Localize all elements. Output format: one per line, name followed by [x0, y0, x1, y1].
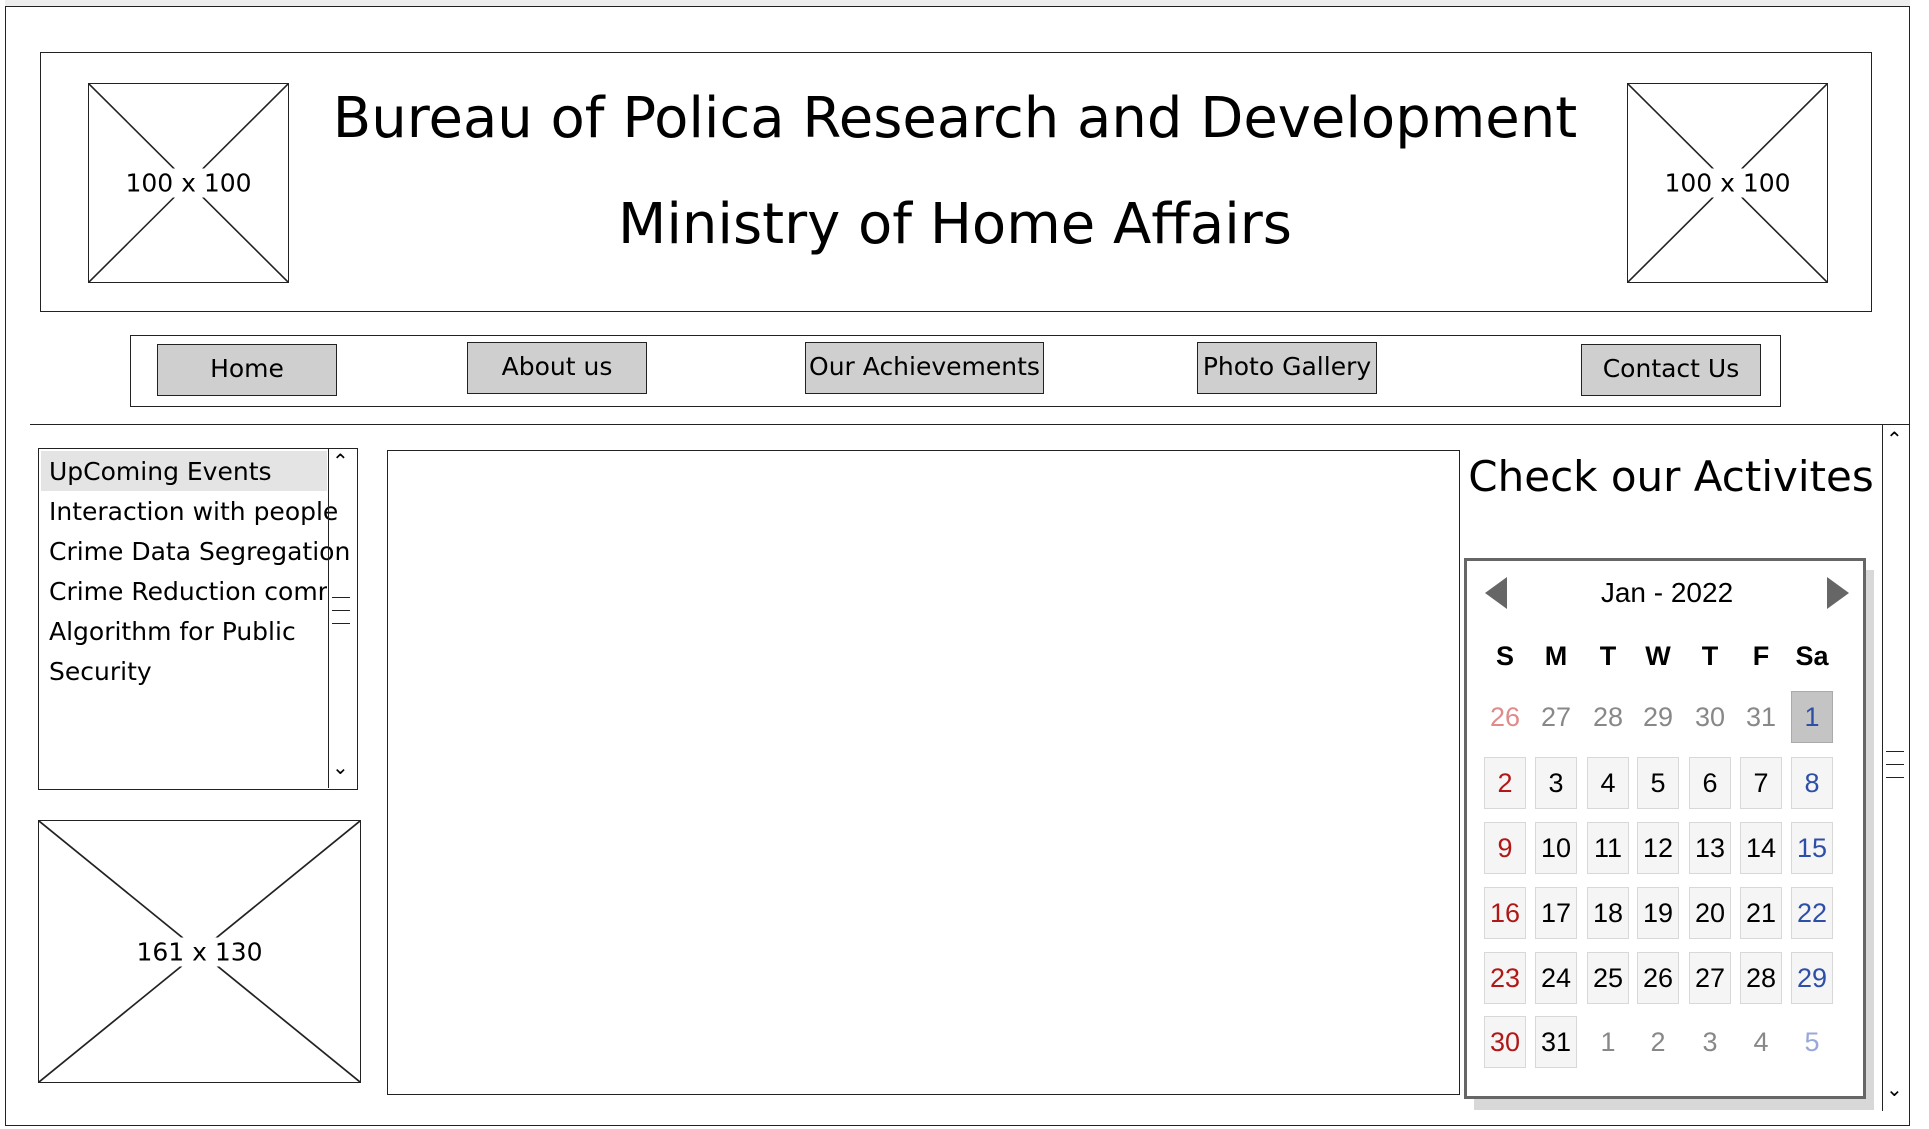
calendar-day[interactable]: 20: [1689, 887, 1731, 939]
calendar-day[interactable]: 1: [1791, 691, 1833, 743]
logo-left-label: 100 x 100: [123, 168, 254, 198]
events-scrollbar[interactable]: ⌃ ⌄: [328, 449, 356, 788]
calendar-day[interactable]: 5: [1637, 757, 1679, 809]
calendar: Jan - 2022 S M T W T F Sa 26 27 28 29 30 31 1 2 3 4 5 6 7 8…: [1464, 558, 1866, 1099]
calendar-day[interactable]: 12: [1637, 822, 1679, 874]
calendar-day[interactable]: 9: [1484, 822, 1526, 874]
events-scroll-down-icon[interactable]: ⌄: [332, 755, 349, 779]
calendar-day[interactable]: 30: [1694, 702, 1726, 732]
calendar-day[interactable]: 27: [1540, 702, 1572, 732]
calendar-day[interactable]: 8: [1791, 757, 1833, 809]
logo-left: 100 x 100: [88, 83, 289, 283]
page-scrollbar[interactable]: ⌃ ⌄: [1882, 425, 1910, 1111]
calendar-day[interactable]: 25: [1587, 952, 1629, 1004]
side-image-placeholder: 161 x 130: [38, 820, 361, 1083]
nav-gallery-button[interactable]: Photo Gallery: [1197, 342, 1377, 394]
calendar-prev-icon[interactable]: [1485, 577, 1507, 609]
calendar-day[interactable]: 23: [1484, 952, 1526, 1004]
side-image-label: 161 x 130: [134, 937, 265, 966]
site-title: Bureau of Polica Research and Developmen…: [332, 86, 1578, 151]
event-item-crime-data[interactable]: Crime Data Segregation: [49, 537, 351, 566]
site-subtitle: Ministry of Home Affairs: [618, 192, 1292, 257]
main-content-area: [387, 450, 1460, 1095]
calendar-day[interactable]: 3: [1535, 757, 1577, 809]
calendar-day[interactable]: 31: [1535, 1016, 1577, 1068]
calendar-day[interactable]: 21: [1740, 887, 1782, 939]
events-list: UpComing Events Interaction with people …: [38, 448, 358, 790]
calendar-day[interactable]: 7: [1740, 757, 1782, 809]
nav-contact-button[interactable]: Contact Us: [1581, 344, 1761, 396]
events-scroll-thumb-icon[interactable]: [332, 589, 350, 629]
calendar-day[interactable]: 26: [1489, 702, 1521, 732]
calendar-day[interactable]: 5: [1804, 1027, 1820, 1057]
event-item-crime-reduction[interactable]: Crime Reduction committ: [49, 577, 327, 606]
logo-right: 100 x 100: [1627, 83, 1828, 283]
calendar-day[interactable]: 15: [1791, 822, 1833, 874]
calendar-day[interactable]: 16: [1484, 887, 1526, 939]
calendar-day[interactable]: 3: [1702, 1027, 1718, 1057]
calendar-day[interactable]: 29: [1791, 952, 1833, 1004]
calendar-day[interactable]: 31: [1745, 702, 1777, 732]
event-item-interaction[interactable]: Interaction with people: [49, 497, 339, 526]
calendar-day[interactable]: 19: [1637, 887, 1679, 939]
calendar-day[interactable]: 4: [1753, 1027, 1769, 1057]
calendar-day[interactable]: 13: [1689, 822, 1731, 874]
calendar-weekday: M: [1544, 641, 1568, 671]
logo-right-label: 100 x 100: [1662, 168, 1793, 198]
calendar-day[interactable]: 17: [1535, 887, 1577, 939]
calendar-day[interactable]: 27: [1689, 952, 1731, 1004]
calendar-day[interactable]: 2: [1650, 1027, 1666, 1057]
calendar-day[interactable]: 10: [1535, 822, 1577, 874]
scroll-down-icon[interactable]: ⌄: [1886, 1077, 1903, 1101]
content-divider: [30, 424, 1910, 425]
event-item-security[interactable]: Security: [49, 657, 152, 686]
event-item-algorithm[interactable]: Algorithm for Public: [49, 617, 296, 646]
calendar-day[interactable]: 2: [1484, 757, 1526, 809]
calendar-day[interactable]: 1: [1600, 1027, 1616, 1057]
calendar-day[interactable]: 6: [1689, 757, 1731, 809]
calendar-weekday: S: [1495, 641, 1514, 671]
calendar-day[interactable]: 28: [1592, 702, 1624, 732]
calendar-day[interactable]: 24: [1535, 952, 1577, 1004]
scroll-up-icon[interactable]: ⌃: [1886, 427, 1903, 451]
calendar-day[interactable]: 26: [1637, 952, 1679, 1004]
calendar-weekday: Sa: [1795, 641, 1829, 671]
calendar-weekday: W: [1645, 641, 1671, 671]
scroll-thumb-icon[interactable]: [1886, 745, 1904, 785]
calendar-day[interactable]: 14: [1740, 822, 1782, 874]
events-list-highlight: [41, 451, 327, 491]
nav-home-button[interactable]: Home: [157, 344, 337, 396]
calendar-day[interactable]: 11: [1587, 822, 1629, 874]
calendar-weekday: F: [1752, 641, 1770, 671]
header: [40, 52, 1872, 312]
top-rule: [5, 0, 1910, 7]
calendar-day[interactable]: 18: [1587, 887, 1629, 939]
calendar-month-label: Jan - 2022: [1600, 577, 1734, 608]
calendar-day[interactable]: 22: [1791, 887, 1833, 939]
calendar-day[interactable]: 30: [1484, 1016, 1526, 1068]
calendar-weekday: T: [1701, 641, 1719, 671]
nav-achievements-button[interactable]: Our Achievements: [805, 342, 1044, 394]
events-scroll-up-icon[interactable]: ⌃: [332, 449, 349, 473]
calendar-day[interactable]: 4: [1587, 757, 1629, 809]
event-item-upcoming[interactable]: UpComing Events: [49, 457, 272, 486]
nav-bar: [130, 335, 1781, 407]
calendar-day[interactable]: 28: [1740, 952, 1782, 1004]
calendar-weekday: T: [1599, 641, 1617, 671]
calendar-day[interactable]: 29: [1642, 702, 1674, 732]
page-frame: [5, 0, 1910, 1126]
calendar-next-icon[interactable]: [1827, 577, 1849, 609]
nav-about-button[interactable]: About us: [467, 342, 647, 394]
activities-heading: Check our Activites: [1468, 452, 1874, 501]
